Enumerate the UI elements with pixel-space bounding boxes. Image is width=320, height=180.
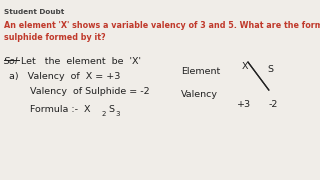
Text: +3: +3	[237, 100, 251, 109]
Text: Student Doubt: Student Doubt	[4, 9, 64, 15]
Text: Valency  of Sulphide = -2: Valency of Sulphide = -2	[9, 87, 149, 96]
Text: 2: 2	[101, 111, 106, 117]
Text: sulphide formed by it?: sulphide formed by it?	[4, 33, 106, 42]
Text: An element 'X' shows a variable valency of 3 and 5. What are the formula of the: An element 'X' shows a variable valency …	[4, 21, 320, 30]
Text: S: S	[108, 105, 114, 114]
Text: X: X	[242, 62, 248, 71]
Text: S: S	[267, 65, 273, 74]
Text: Valency: Valency	[181, 90, 218, 99]
Text: Formula :-  X: Formula :- X	[9, 105, 91, 114]
Text: -2: -2	[269, 100, 278, 109]
Text: 3: 3	[116, 111, 120, 117]
Text: Element: Element	[181, 67, 220, 76]
Text: a)   Valency  of  X = +3: a) Valency of X = +3	[9, 72, 120, 81]
Text: Let   the  element  be  'X': Let the element be 'X'	[21, 57, 141, 66]
Text: Sol: Sol	[4, 57, 18, 66]
